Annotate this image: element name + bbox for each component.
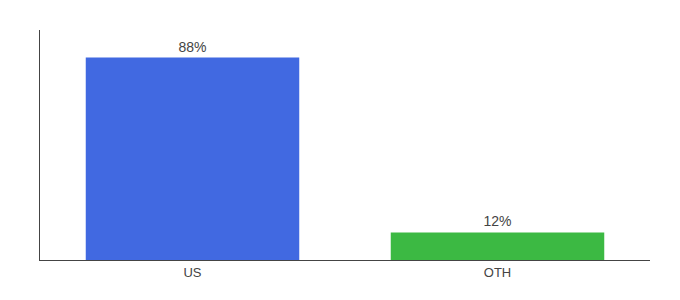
svg-text:12%: 12% — [483, 213, 511, 229]
svg-text:OTH: OTH — [484, 265, 511, 280]
svg-text:88%: 88% — [178, 39, 206, 55]
svg-text:US: US — [183, 265, 201, 280]
